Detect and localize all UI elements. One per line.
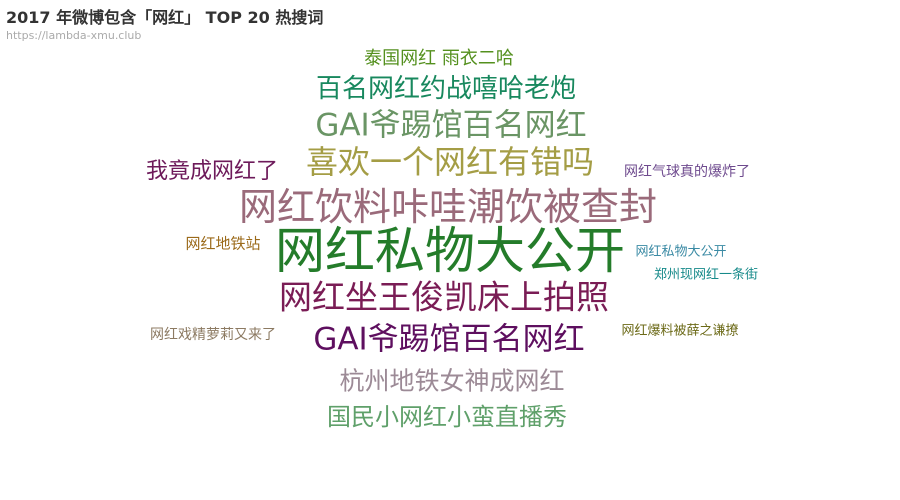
cloud-word: 喜欢一个网红有错吗 [305,143,595,181]
cloud-word: 杭州地铁女神成网红 [339,366,565,396]
cloud-word: 网红坐王俊凯床上拍照 [279,277,609,317]
cloud-word: 网红地铁站 [185,234,261,253]
cloud-word: GAI爷踢馆百名网红 [315,107,587,144]
cloud-word: 百名网红约战嘻哈老炮 [315,74,577,104]
cloud-word: 网红气球真的爆炸了 [624,164,750,180]
chart-subtitle: https://lambda-xmu.club [6,29,142,42]
cloud-word: 网红戏精萝莉又来了 [150,327,276,343]
cloud-word: 网红私物大公开 [275,222,625,280]
cloud-word: 网红爆料被薛之谦撩 [621,323,739,339]
cloud-word: 网红饮料咔哇潮饮被查封 [238,185,658,229]
cloud-word: 国民小网红小蛮直播秀 [327,403,567,431]
cloud-word: 泰国网红 雨衣二哈 [364,48,514,69]
cloud-word: 我竟成网红了 [145,159,279,184]
chart-title: 2017 年微博包含「网红」 TOP 20 热搜词 [6,8,324,27]
cloud-word: 网红私物大公开 [635,244,727,260]
cloud-word: GAI爷踢馆百名网红 [313,321,585,358]
cloud-word: 郑州现网红一条街 [653,267,759,283]
